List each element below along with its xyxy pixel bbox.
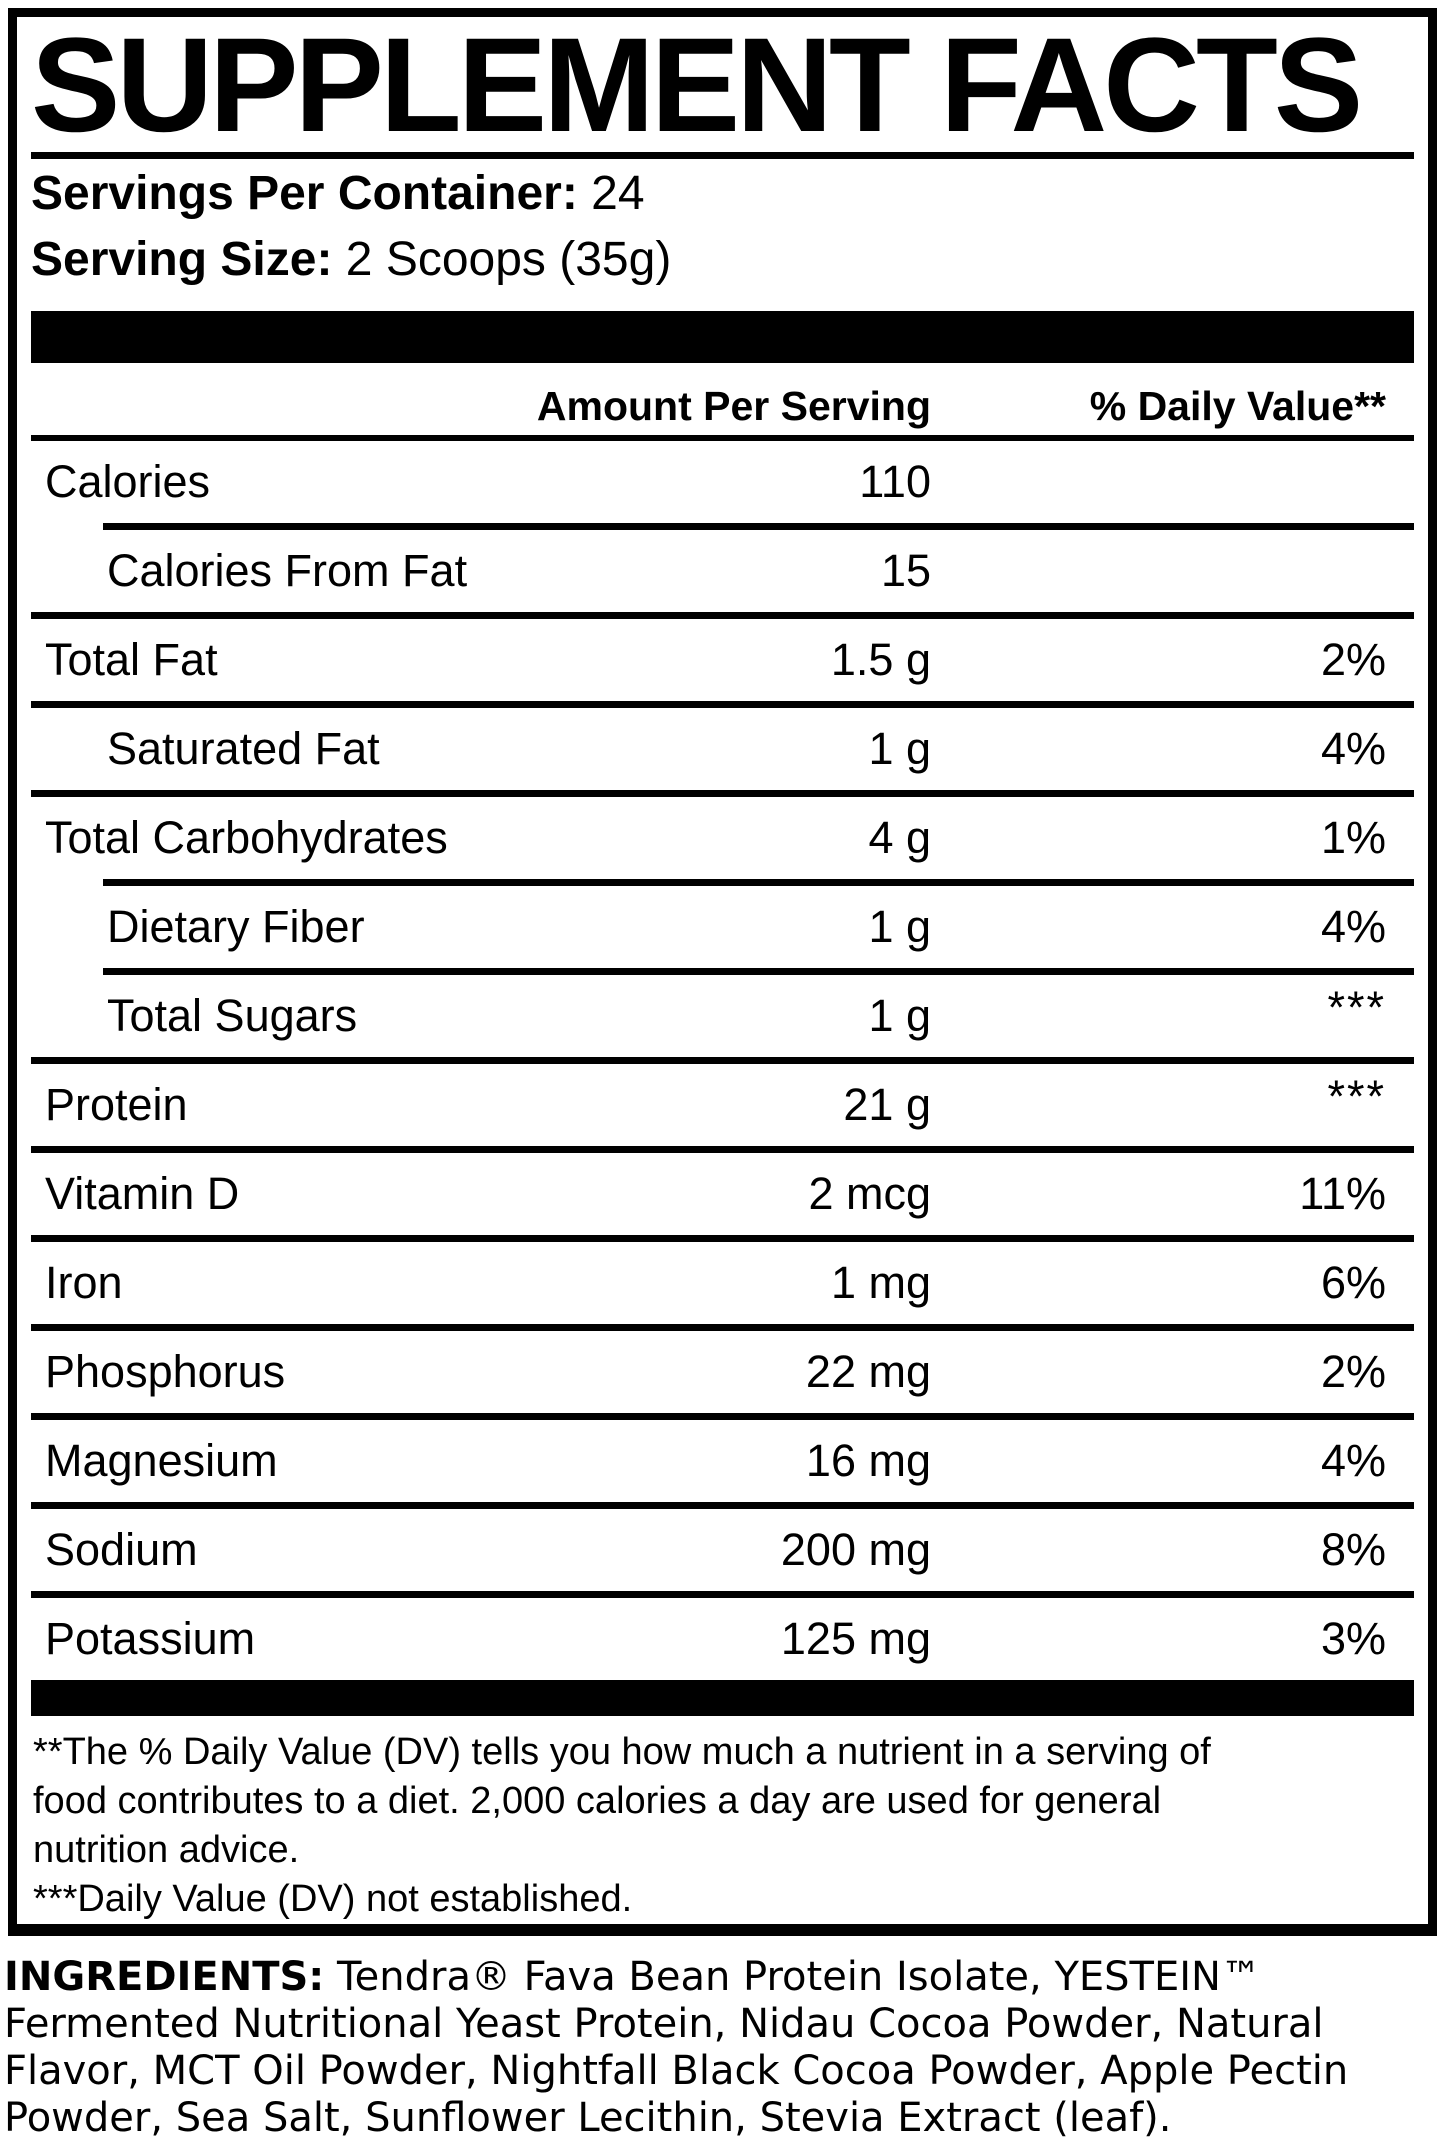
serving-size-label: Serving Size: bbox=[31, 233, 333, 286]
row-separator bbox=[31, 1502, 1414, 1509]
nutrient-row: Total Fat 1.5 g 2% bbox=[31, 619, 1414, 701]
nutrient-amount: 21 g bbox=[843, 1079, 931, 1130]
nutrient-row: Total Carbohydrates 4 g 1% bbox=[31, 797, 1414, 879]
nutrient-name: Protein bbox=[45, 1079, 188, 1130]
row-separator bbox=[31, 612, 1414, 619]
nutrient-amount: 1.5 g bbox=[830, 634, 931, 685]
servings-per-container-value: 24 bbox=[591, 167, 645, 220]
nutrient-daily-value: 6% bbox=[1320, 1257, 1386, 1308]
serving-size-value: 2 Scoops (35g) bbox=[345, 233, 672, 286]
nutrient-name: Calories From Fat bbox=[107, 545, 468, 596]
row-separator bbox=[103, 968, 1414, 975]
nutrient-amount: 22 mg bbox=[805, 1346, 931, 1397]
supplement-facts-panel: SUPPLEMENT FACTS Servings Per Container:… bbox=[8, 8, 1437, 1936]
nutrient-row: Phosphorus 22 mg 2% bbox=[31, 1331, 1414, 1413]
nutrient-rows: Calories 110 Calories From Fat 15 Total … bbox=[31, 435, 1414, 1680]
nutrient-daily-value: 1% bbox=[1320, 812, 1386, 863]
row-separator bbox=[103, 523, 1414, 530]
panel-content: SUPPLEMENT FACTS Servings Per Container:… bbox=[31, 19, 1414, 1924]
ingredients-line: Fermented Nutritional Yeast Protein, Nid… bbox=[4, 2001, 1324, 2047]
servings-per-container: Servings Per Container: 24 bbox=[31, 167, 1414, 221]
nutrient-name: Phosphorus bbox=[45, 1346, 286, 1397]
table-header-row: Amount Per Serving % Daily Value** bbox=[31, 363, 1414, 435]
nutrient-name: Iron bbox=[45, 1257, 123, 1308]
ingredients-line: Powder, Sea Salt, Sunflower Lecithin, St… bbox=[4, 2095, 1172, 2141]
nutrient-daily-value: 11% bbox=[1299, 1168, 1386, 1219]
footnote-line: nutrition advice. bbox=[33, 1829, 300, 1871]
nutrient-daily-value: *** bbox=[1327, 1071, 1386, 1122]
nutrient-row: Protein 21 g *** bbox=[31, 1064, 1414, 1146]
nutrient-name: Dietary Fiber bbox=[107, 901, 365, 952]
nutrient-row: Potassium 125 mg 3% bbox=[31, 1598, 1414, 1680]
nutrient-name: Magnesium bbox=[45, 1435, 278, 1486]
row-separator bbox=[31, 790, 1414, 797]
nutrient-daily-value: *** bbox=[1327, 982, 1386, 1033]
nutrient-row: Calories 110 bbox=[31, 441, 1414, 523]
nutrient-amount: 1 g bbox=[868, 723, 931, 774]
footnote-line: ***Daily Value (DV) not established. bbox=[33, 1878, 633, 1920]
nutrient-row: Total Sugars 1 g *** bbox=[31, 975, 1414, 1057]
nutrient-name: Calories bbox=[45, 456, 211, 507]
row-separator bbox=[31, 1591, 1414, 1598]
nutrient-amount: 4 g bbox=[868, 812, 931, 863]
panel-title: SUPPLEMENT FACTS bbox=[31, 19, 1363, 152]
row-separator bbox=[31, 1057, 1414, 1064]
nutrient-row: Calories From Fat 15 bbox=[31, 530, 1414, 612]
nutrient-row: Vitamin D 2 mcg 11% bbox=[31, 1153, 1414, 1235]
nutrient-row: Saturated Fat 1 g 4% bbox=[31, 708, 1414, 790]
footer-black-bar bbox=[31, 1680, 1414, 1716]
nutrient-daily-value: 2% bbox=[1320, 634, 1386, 685]
nutrient-amount: 1 g bbox=[868, 990, 931, 1041]
nutrient-name: Sodium bbox=[45, 1524, 198, 1575]
ingredients-line: Flavor, MCT Oil Powder, Nightfall Black … bbox=[4, 2048, 1349, 2094]
amount-per-serving-header: Amount Per Serving bbox=[536, 382, 931, 429]
nutrient-amount: 16 mg bbox=[805, 1435, 931, 1486]
nutrient-row: Sodium 200 mg 8% bbox=[31, 1509, 1414, 1591]
ingredients-section: INGREDIENTS: Tendra® Fava Bean Protein I… bbox=[0, 1954, 1445, 2142]
row-separator bbox=[31, 701, 1414, 708]
nutrient-daily-value: 4% bbox=[1320, 901, 1386, 952]
nutrient-row: Iron 1 mg 6% bbox=[31, 1242, 1414, 1324]
nutrient-name: Total Sugars bbox=[107, 990, 358, 1041]
serving-info: Servings Per Container: 24 Serving Size:… bbox=[31, 167, 1414, 287]
nutrient-row: Dietary Fiber 1 g 4% bbox=[31, 886, 1414, 968]
title-separator bbox=[31, 152, 1414, 159]
nutrient-daily-value: 2% bbox=[1320, 1346, 1386, 1397]
nutrient-daily-value: 4% bbox=[1320, 723, 1386, 774]
nutrient-daily-value: 8% bbox=[1320, 1524, 1386, 1575]
row-separator bbox=[31, 1235, 1414, 1242]
footnotes: **The % Daily Value (DV) tells you how m… bbox=[31, 1716, 1414, 1924]
nutrient-name: Potassium bbox=[45, 1613, 256, 1664]
header-black-bar bbox=[31, 311, 1414, 363]
nutrient-amount: 125 mg bbox=[780, 1613, 931, 1664]
footnote-line: food contributes to a diet. 2,000 calori… bbox=[33, 1780, 1162, 1822]
nutrient-amount: 200 mg bbox=[780, 1524, 931, 1575]
nutrient-amount: 110 bbox=[859, 456, 931, 507]
nutrient-amount: 2 mcg bbox=[808, 1168, 931, 1219]
nutrient-amount: 1 mg bbox=[830, 1257, 931, 1308]
row-separator bbox=[31, 1413, 1414, 1420]
nutrient-daily-value: 3% bbox=[1320, 1613, 1386, 1664]
nutrient-amount: 15 bbox=[880, 545, 931, 596]
servings-per-container-label: Servings Per Container: bbox=[31, 167, 578, 220]
ingredients-text: Tendra® Fava Bean Protein Isolate, YESTE… bbox=[337, 1954, 1261, 2000]
nutrient-row: Magnesium 16 mg 4% bbox=[31, 1420, 1414, 1502]
row-separator bbox=[31, 1146, 1414, 1153]
ingredients-label: INGREDIENTS: bbox=[4, 1954, 325, 2000]
ingredients-line: INGREDIENTS: Tendra® Fava Bean Protein I… bbox=[4, 1954, 1441, 2001]
nutrient-name: Vitamin D bbox=[45, 1168, 240, 1219]
row-separator bbox=[103, 879, 1414, 886]
nutrient-amount: 1 g bbox=[868, 901, 931, 952]
nutrient-daily-value: 4% bbox=[1320, 1435, 1386, 1486]
nutrient-name: Saturated Fat bbox=[107, 723, 380, 774]
nutrient-name: Total Carbohydrates bbox=[45, 812, 448, 863]
row-separator bbox=[31, 1324, 1414, 1331]
daily-value-header: % Daily Value** bbox=[1089, 382, 1386, 429]
serving-size: Serving Size: 2 Scoops (35g) bbox=[31, 233, 1414, 287]
footnote-line: **The % Daily Value (DV) tells you how m… bbox=[33, 1731, 1211, 1773]
nutrient-name: Total Fat bbox=[45, 634, 218, 685]
